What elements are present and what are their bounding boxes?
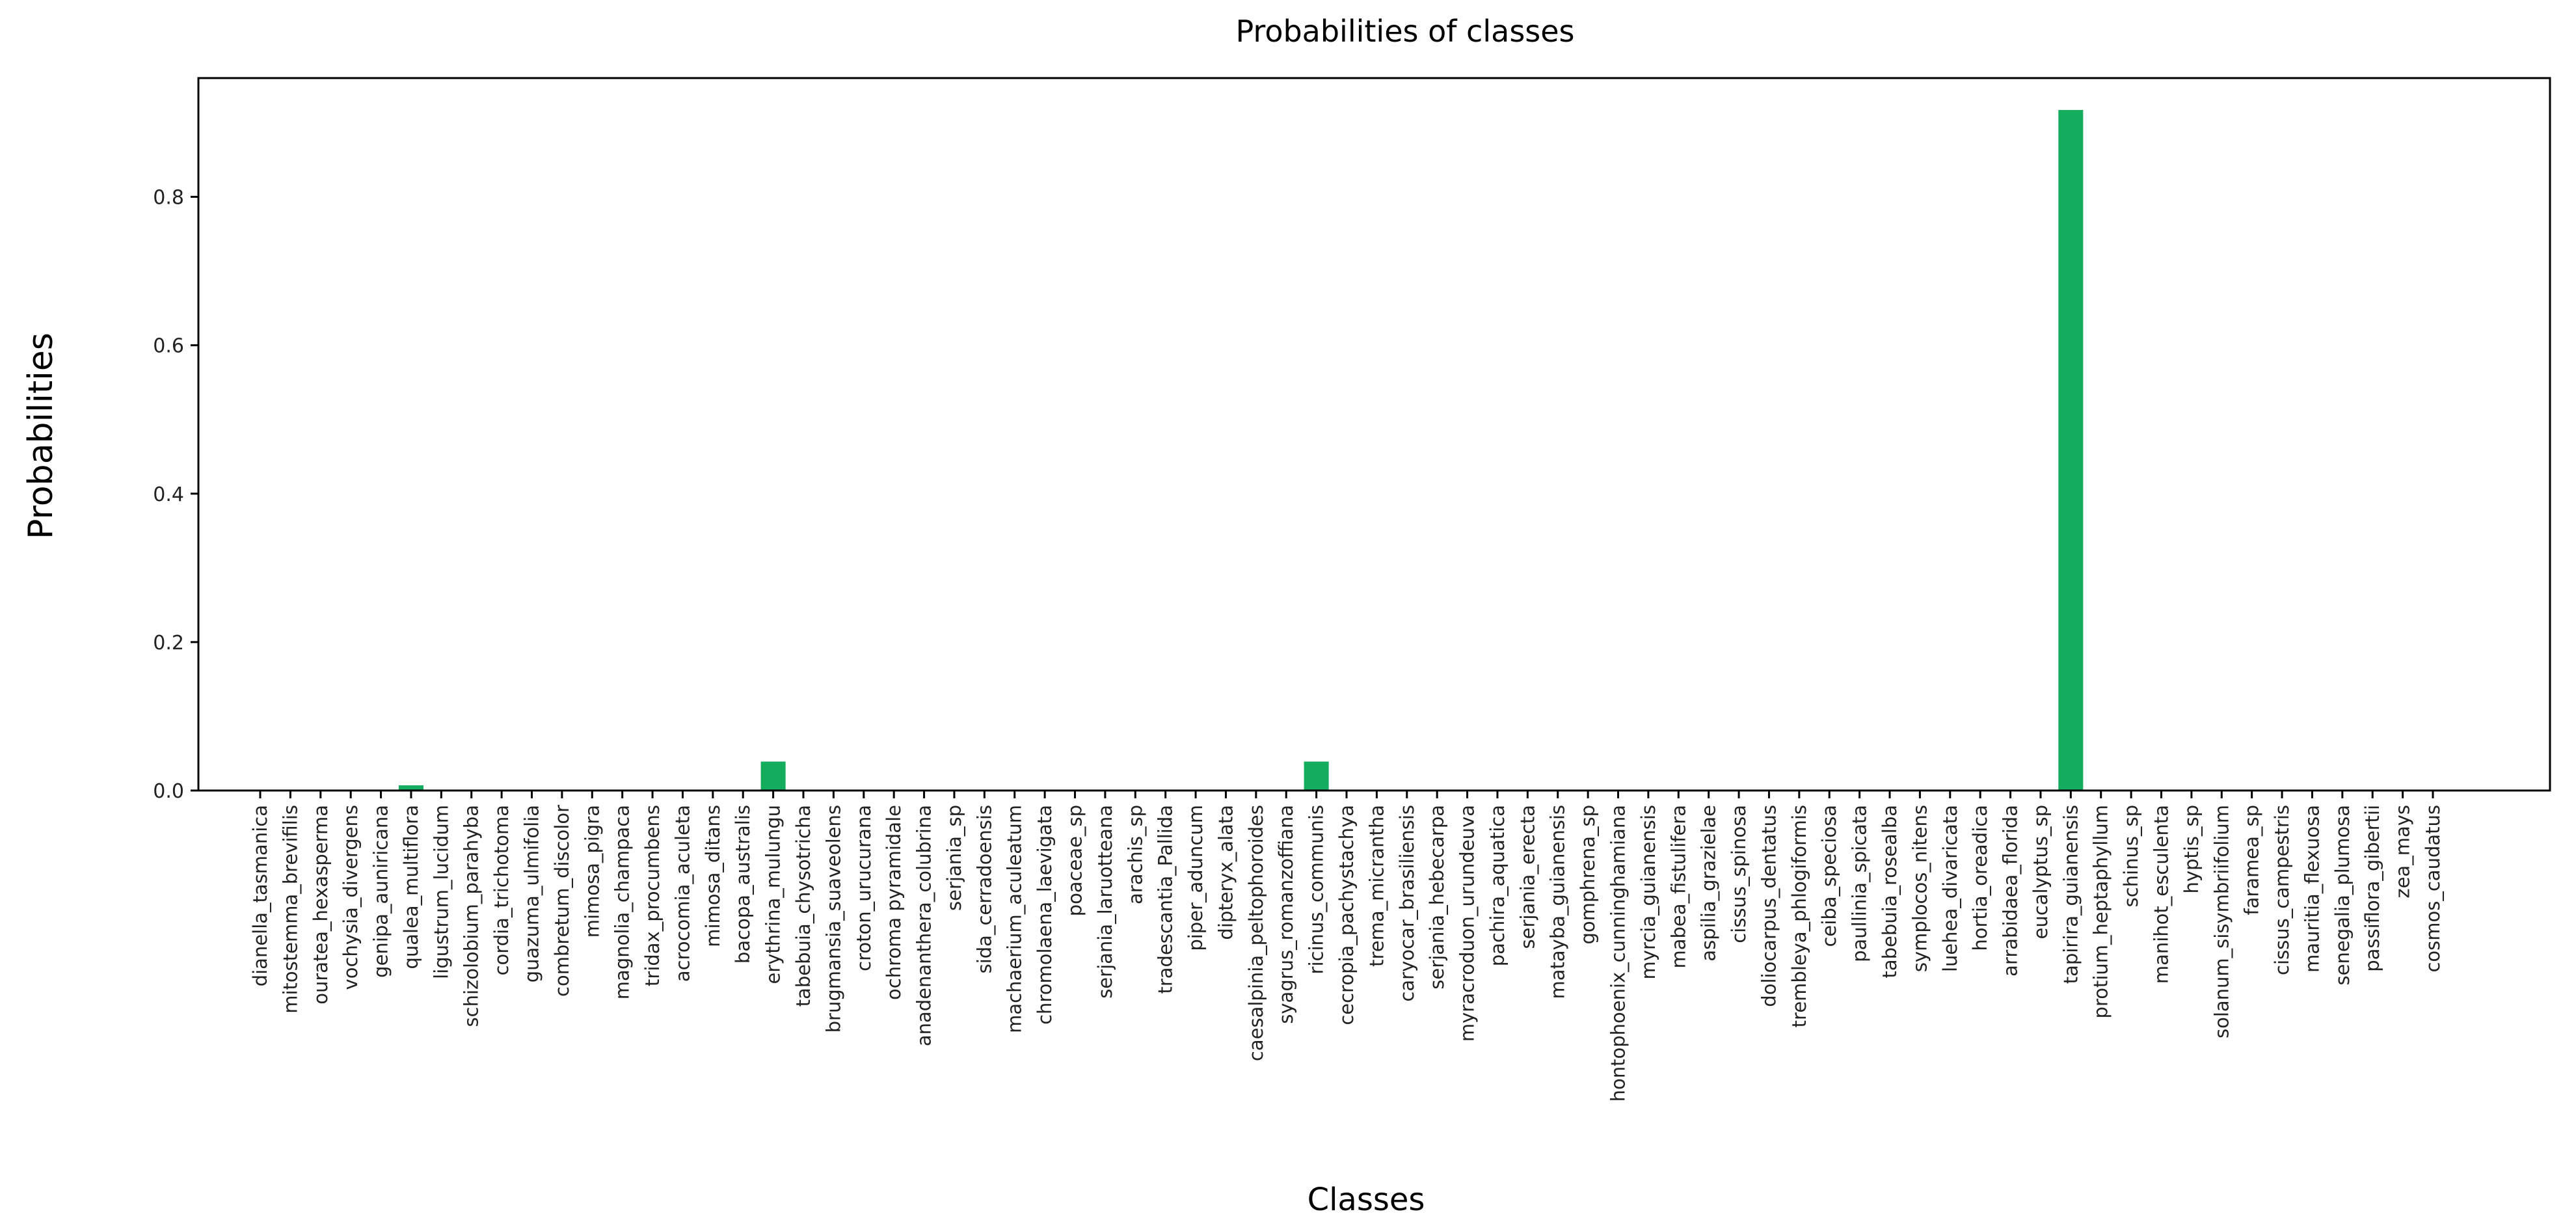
x-tick-label: serjania_laruotteana — [1094, 805, 1116, 999]
x-tick-label: arachis_sp — [1124, 805, 1146, 904]
x-tick-label: tabebuia_rosealba — [1879, 805, 1901, 979]
bar-tapirira-guianensis — [2058, 110, 2084, 791]
x-tick-label: tradescantia_Pallida — [1155, 805, 1177, 994]
y-tick-label: 0.2 — [153, 632, 184, 655]
x-tick-label: anadenanthera_colubrina — [913, 805, 935, 1046]
x-tick-label: mauritia_flexuosa — [2301, 805, 2323, 973]
x-tick-label: chromolaena_laevigata — [1034, 805, 1056, 1025]
x-tick-label: trema_micrantha — [1365, 805, 1388, 967]
x-tick-label: luehea_divaricata — [1939, 805, 1961, 972]
x-tick-label: qualea_multiflora — [400, 805, 422, 969]
x-tick-label: myrcia_guianensis — [1637, 805, 1659, 979]
x-tick-label: guazuma_ulmifolia — [521, 805, 543, 982]
x-tick-label: passiflora_gibertii — [2361, 805, 2383, 972]
x-tick-label: genipa_auniricana — [370, 805, 392, 978]
x-tick-label: schinus_sp — [2120, 805, 2142, 907]
x-tick-label: acrocomia_aculeta — [671, 805, 693, 982]
x-tick-label: vochysia_divergens — [340, 805, 362, 990]
y-axis-label: Probabilities — [21, 332, 60, 539]
plot-frame — [197, 77, 2551, 792]
x-tick-label: bacopa_australis — [732, 805, 754, 964]
x-tick-label: hyptis_sp — [2180, 805, 2203, 894]
x-tick-label: matayba_guianensis — [1547, 805, 1569, 999]
x-tick-label: myracroduon_urundeuva — [1456, 805, 1479, 1042]
x-tick-label: caesalpinia_peltophoroides — [1245, 805, 1267, 1061]
x-tick-label: manihot_esculenta — [2151, 805, 2173, 984]
x-tick-label: mimosa_pigra — [581, 805, 603, 938]
x-tick-label: faramea_sp — [2241, 805, 2263, 915]
x-tick-label: mitostemma_brevifilis — [279, 805, 301, 1014]
x-tick-label: doliocarpus_dentatus — [1758, 805, 1780, 1007]
bars-group — [398, 110, 2084, 791]
x-tick-label: ochroma pyramidale — [883, 805, 905, 1000]
x-tick-label: poaceae_sp — [1064, 805, 1086, 916]
x-tick-label: cissus_spinosa — [1728, 805, 1750, 943]
x-tick-label: aspilia_grazielae — [1698, 805, 1720, 962]
bar-qualea-multiflora — [398, 785, 423, 791]
x-tick-label: trembleya_phlogiformis — [1788, 805, 1810, 1027]
x-tick-label: symplocos_nitens — [1909, 805, 1931, 972]
x-tick-label: paullinia_spicata — [1849, 805, 1871, 962]
x-tick-label: serjania_erecta — [1516, 805, 1538, 949]
x-tick-label: machaerium_aculeatum — [1004, 805, 1026, 1033]
x-tick-label: dipteryx_alata — [1214, 805, 1237, 940]
x-tick-label: arrabidaea_florida — [2000, 805, 2022, 977]
x-tick-label: mimosa_ditans — [702, 805, 724, 947]
x-axis: dianella_tasmanica mitostemma_brevifilis o… — [249, 791, 2444, 1102]
x-tick-label: erythrina_mulungu — [762, 805, 785, 984]
chart-title: Probabilities of classes — [1235, 14, 1574, 49]
x-tick-label: caryocar_brasiliensis — [1396, 805, 1418, 1002]
x-tick-label: schizolobium_parahyba — [461, 805, 483, 1027]
x-tick-label: syagrus_romanzoffiana — [1275, 805, 1297, 1024]
y-tick-label: 0.8 — [153, 187, 184, 210]
x-tick-label: hontophoenix_cunninghamiana — [1607, 805, 1630, 1102]
x-tick-label: ceiba_speciosa — [1818, 805, 1840, 947]
x-tick-label: piper_aduncum — [1185, 805, 1207, 951]
x-tick-label: serjania_hebecarpa — [1426, 805, 1448, 990]
y-tick-label: 0.0 — [153, 780, 184, 803]
x-tick-label: brugmansia_suaveolens — [822, 805, 844, 1033]
x-tick-label: senegalia_plumosa — [2331, 805, 2354, 985]
x-tick-label: ricinus_communis — [1306, 805, 1328, 974]
x-tick-label: gomphrena_sp — [1577, 805, 1599, 944]
x-tick-label: cordia_trichotoma — [490, 805, 513, 975]
x-tick-label: ligustrum_lucidum — [430, 805, 452, 979]
y-tick-label: 0.4 — [153, 483, 184, 506]
x-tick-label: eucalyptus_sp — [2030, 805, 2052, 939]
x-tick-label: combretum_discolor — [551, 805, 573, 997]
x-tick-label: dianella_tasmanica — [249, 805, 271, 986]
y-tick-label: 0.6 — [153, 335, 184, 358]
bar-erythrina-mulungu — [760, 761, 786, 791]
plot-area — [197, 77, 2551, 792]
x-tick-label: mabea_fistulifera — [1667, 805, 1689, 969]
x-tick-label: solanum_sisymbriifolium — [2210, 805, 2233, 1038]
x-tick-label: tapirira_guianensis — [2059, 805, 2082, 984]
x-tick-label: cecropia_pachystachya — [1335, 805, 1358, 1025]
x-axis-label: Classes — [1308, 1182, 1425, 1218]
x-tick-label: sida_cerradoensis — [973, 805, 995, 973]
y-axis: 0.0 0.2 0.4 0.6 0.8 — [153, 187, 198, 803]
bar-ricinus-communis — [1304, 761, 1329, 791]
x-tick-label: croton_urucurana — [853, 805, 875, 971]
x-tick-label: tridax_procumbens — [641, 805, 664, 986]
x-tick-label: hortia_oreadica — [1969, 805, 1991, 951]
x-tick-label: tabebuia_chysotricha — [792, 805, 814, 1007]
x-tick-label: zea_mays — [2392, 805, 2414, 899]
x-tick-label: protium_heptaphyllum — [2090, 805, 2112, 1018]
x-tick-label: cissus_campestris — [2271, 805, 2293, 975]
x-tick-label: pachira_aquatica — [1486, 805, 1509, 966]
x-tick-label: magnolia_champaca — [611, 805, 634, 999]
x-tick-label: cosmos_caudatus — [2422, 805, 2444, 973]
x-tick-label: ouratea_hexasperma — [310, 805, 332, 1005]
x-tick-label: serjania_sp — [943, 805, 965, 911]
